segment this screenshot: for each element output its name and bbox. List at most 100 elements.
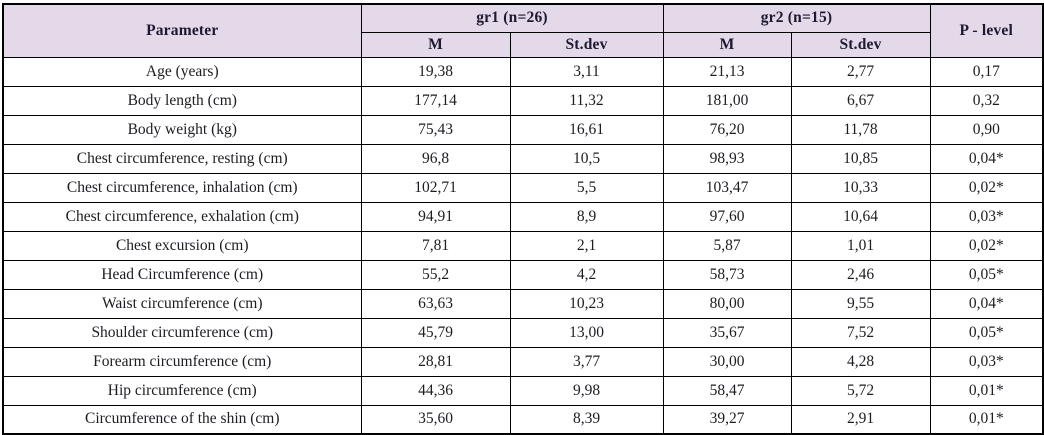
gr1-m-cell: 55,2 [360, 259, 511, 290]
parameter-cell: Age (years) [2, 56, 362, 87]
gr2-m-cell: 98,93 [662, 143, 792, 174]
parameter-cell: Waist circumference (cm) [2, 288, 362, 319]
p-level-cell: 0,04* [929, 288, 1044, 319]
gr2-stdev-cell: 1,01 [790, 230, 931, 261]
parameter-cell: Circumference of the shin (cm) [2, 404, 362, 435]
table-body: Age (years) 19,38 3,11 21,13 2,77 0,17 Body le… [2, 56, 1044, 435]
header-group1: gr1 (n=26) [360, 3, 664, 33]
gr1-stdev-cell: 8,39 [509, 404, 664, 435]
p-level-cell: 0,01* [929, 404, 1044, 435]
p-level-cell: 0,05* [929, 259, 1044, 290]
table-row: Chest circumference, resting (cm) 96,8 10,… [2, 143, 1044, 174]
gr2-m-cell: 97,60 [662, 201, 792, 232]
table-row: Chest circumference, inhalation (cm) 102,… [2, 172, 1044, 203]
gr1-m-cell: 94,91 [360, 201, 511, 232]
gr2-stdev-cell: 10,85 [790, 143, 931, 174]
table-row: Body weight (kg) 75,43 16,61 76,20 11,78 0,90 [2, 114, 1044, 145]
gr2-stdev-cell: 6,67 [790, 85, 931, 116]
p-level-cell: 0,01* [929, 375, 1044, 406]
gr2-m-cell: 181,00 [662, 85, 792, 116]
gr1-m-cell: 35,60 [360, 404, 511, 435]
parameter-cell: Chest circumference, resting (cm) [2, 143, 362, 174]
gr1-m-cell: 44,36 [360, 375, 511, 406]
table-row: Body length (cm) 177,14 11,32 181,00 6,67 0,3… [2, 85, 1044, 116]
gr1-m-cell: 45,79 [360, 317, 511, 348]
header-group2: gr2 (n=15) [662, 3, 931, 33]
gr1-stdev-cell: 11,32 [509, 85, 664, 116]
gr2-m-cell: 76,20 [662, 114, 792, 145]
gr2-stdev-cell: 4,28 [790, 346, 931, 377]
table-row: Shoulder circumference (cm) 45,79 13,00 35,… [2, 317, 1044, 348]
gr2-stdev-cell: 9,55 [790, 288, 931, 319]
p-level-cell: 0,17 [929, 56, 1044, 87]
table-row: Chest circumference, exhalation (cm) 94,9… [2, 201, 1044, 232]
gr2-stdev-cell: 5,72 [790, 375, 931, 406]
gr2-m-cell: 58,47 [662, 375, 792, 406]
p-level-cell: 0,03* [929, 201, 1044, 232]
gr1-stdev-cell: 9,98 [509, 375, 664, 406]
gr1-stdev-cell: 5,5 [509, 172, 664, 203]
p-level-cell: 0,32 [929, 85, 1044, 116]
gr1-stdev-cell: 10,23 [509, 288, 664, 319]
gr1-m-cell: 177,14 [360, 85, 511, 116]
gr1-m-cell: 28,81 [360, 346, 511, 377]
gr2-stdev-cell: 2,91 [790, 404, 931, 435]
gr2-stdev-cell: 2,46 [790, 259, 931, 290]
table-row: Age (years) 19,38 3,11 21,13 2,77 0,17 [2, 56, 1044, 87]
gr2-stdev-cell: 7,52 [790, 317, 931, 348]
gr1-m-cell: 102,71 [360, 172, 511, 203]
gr1-stdev-cell: 8,9 [509, 201, 664, 232]
header-parameter: Parameter [2, 3, 362, 58]
header-p-level: P - level [929, 3, 1044, 58]
table-row: Waist circumference (cm) 63,63 10,23 80,00 9… [2, 288, 1044, 319]
p-level-cell: 0,04* [929, 143, 1044, 174]
gr1-stdev-cell: 3,11 [509, 56, 664, 87]
table-row: Forearm circumference (cm) 28,81 3,77 30,00… [2, 346, 1044, 377]
parameter-cell: Body weight (kg) [2, 114, 362, 145]
gr1-stdev-cell: 16,61 [509, 114, 664, 145]
p-level-cell: 0,02* [929, 230, 1044, 261]
subheader-gr1-m: M [360, 31, 511, 58]
gr2-m-cell: 35,67 [662, 317, 792, 348]
p-level-cell: 0,02* [929, 172, 1044, 203]
parameter-cell: Chest circumference, inhalation (cm) [2, 172, 362, 203]
gr2-m-cell: 58,73 [662, 259, 792, 290]
parameter-cell: Body length (cm) [2, 85, 362, 116]
results-table: Parameter gr1 (n=26) gr2 (n=15) P - leve… [2, 3, 1044, 435]
gr1-stdev-cell: 2,1 [509, 230, 664, 261]
gr1-stdev-cell: 4,2 [509, 259, 664, 290]
gr1-m-cell: 7,81 [360, 230, 511, 261]
parameter-cell: Forearm circumference (cm) [2, 346, 362, 377]
table-row: Circumference of the shin (cm) 35,60 8,39 3… [2, 404, 1044, 435]
gr1-stdev-cell: 10,5 [509, 143, 664, 174]
gr2-m-cell: 30,00 [662, 346, 792, 377]
gr1-m-cell: 19,38 [360, 56, 511, 87]
gr2-m-cell: 5,87 [662, 230, 792, 261]
parameter-cell: Shoulder circumference (cm) [2, 317, 362, 348]
gr1-stdev-cell: 3,77 [509, 346, 664, 377]
parameter-cell: Hip circumference (cm) [2, 375, 362, 406]
gr2-stdev-cell: 10,64 [790, 201, 931, 232]
subheader-gr1-stdev: St.dev [509, 31, 664, 58]
gr1-m-cell: 63,63 [360, 288, 511, 319]
p-level-cell: 0,05* [929, 317, 1044, 348]
table-header: Parameter gr1 (n=26) gr2 (n=15) P - leve… [2, 3, 1044, 58]
subheader-gr2-m: M [662, 31, 792, 58]
header-row-groups: Parameter gr1 (n=26) gr2 (n=15) P - leve… [2, 3, 1044, 58]
subheader-gr2-stdev: St.dev [790, 31, 931, 58]
header-row-stats: M St.dev M St.dev [3, 31, 1043, 58]
gr1-m-cell: 96,8 [360, 143, 511, 174]
parameter-cell: Head Circumference (cm) [2, 259, 362, 290]
gr2-m-cell: 80,00 [662, 288, 792, 319]
gr2-stdev-cell: 10,33 [790, 172, 931, 203]
gr2-m-cell: 39,27 [662, 404, 792, 435]
table-row: Hip circumference (cm) 44,36 9,98 58,47 5,72… [2, 375, 1044, 406]
parameter-cell: Chest excursion (cm) [2, 230, 362, 261]
p-level-cell: 0,03* [929, 346, 1044, 377]
gr1-stdev-cell: 13,00 [509, 317, 664, 348]
parameter-cell: Chest circumference, exhalation (cm) [2, 201, 362, 232]
gr2-stdev-cell: 11,78 [790, 114, 931, 145]
p-level-cell: 0,90 [929, 114, 1044, 145]
table-row: Head Circumference (cm) 55,2 4,2 58,73 2,46 0… [2, 259, 1044, 290]
